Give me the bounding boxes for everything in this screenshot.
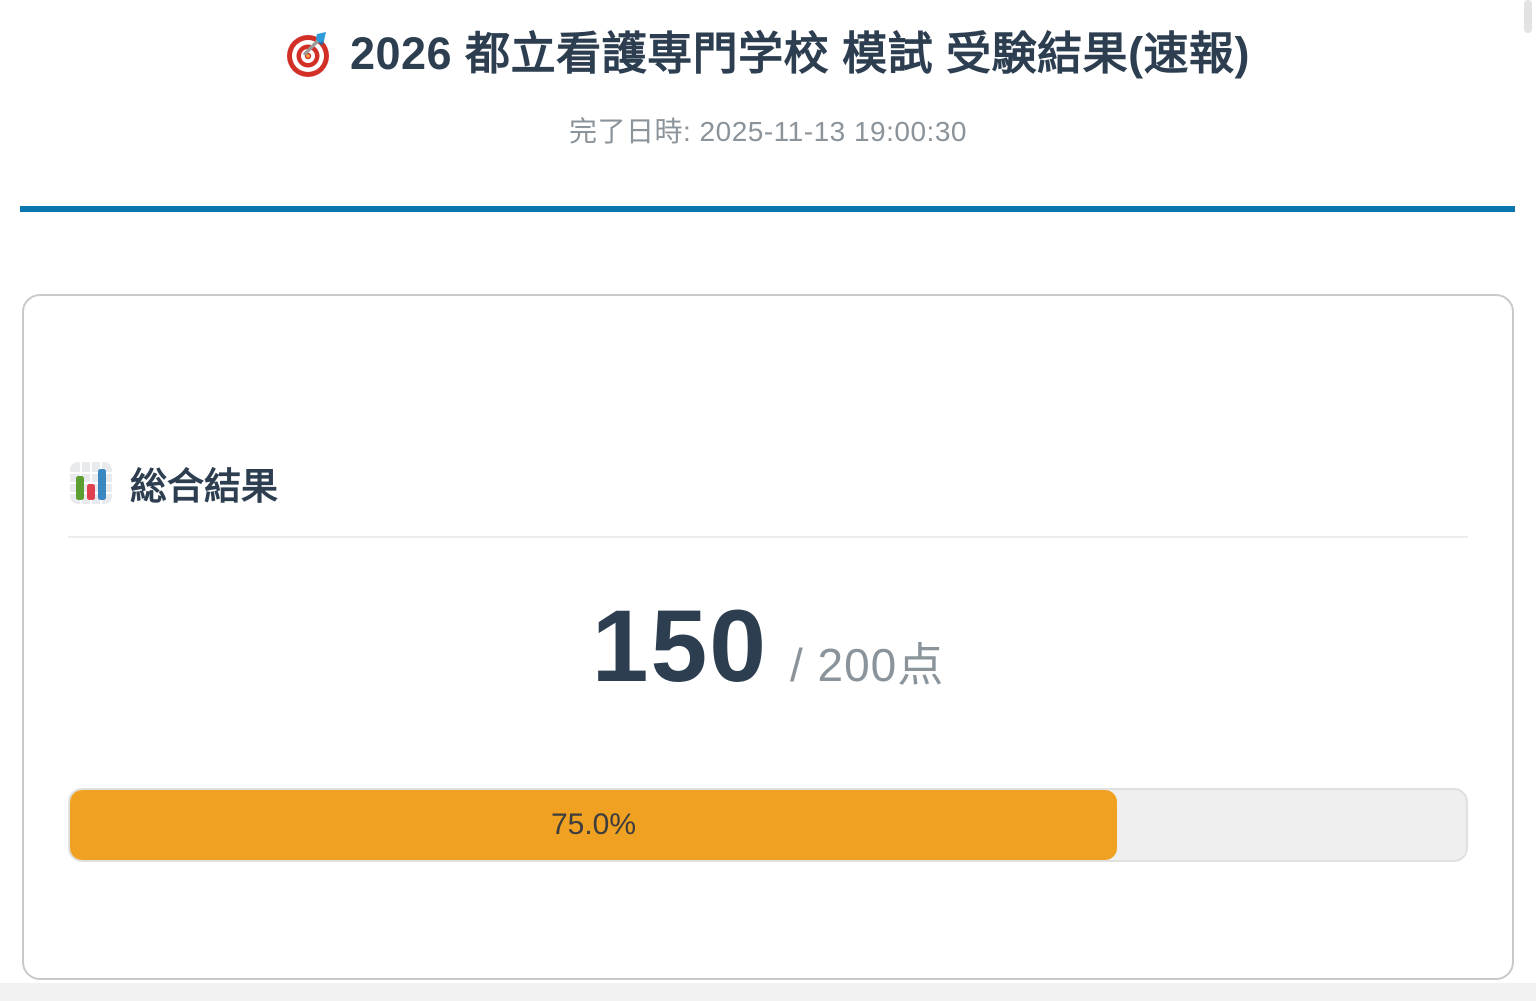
scrollbar-thumb[interactable] <box>1524 0 1532 33</box>
section-title: 総合結果 <box>130 465 278 507</box>
overall-result-card: 総合結果 150 / 200点 75.0% <box>22 293 1514 980</box>
page-bottom-strip <box>0 983 1536 1001</box>
page-title-row: 2026 都立看護専門学校 模試 受験結果(速報) <box>0 28 1536 80</box>
bar-chart-icon <box>70 461 112 504</box>
completion-datetime: 完了日時: 2025-11-13 19:00:30 <box>569 115 967 147</box>
section-header: 総合結果 <box>68 456 1468 510</box>
score-max: / 200点 <box>789 638 945 691</box>
progress-percent-label: 75.0% <box>550 807 637 841</box>
section-divider <box>68 535 1468 538</box>
page-title: 2026 都立看護専門学校 模試 受験結果(速報) <box>349 28 1251 79</box>
score-value: 150 <box>591 588 768 703</box>
progress-fill: 75.0% <box>70 789 1117 860</box>
page-header: 2026 都立看護専門学校 模試 受験結果(速報) 完了日時: 2025-11-… <box>0 0 1536 150</box>
target-icon <box>286 31 329 77</box>
score-display: 150 / 200点 <box>68 590 1468 702</box>
progress-bar-track: 75.0% <box>68 787 1468 862</box>
accent-divider <box>20 205 1515 212</box>
